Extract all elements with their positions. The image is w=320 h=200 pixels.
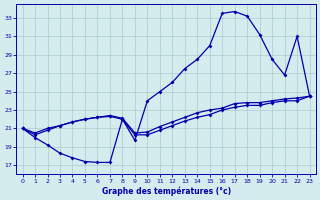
X-axis label: Graphe des températures (°c): Graphe des températures (°c) <box>101 186 231 196</box>
